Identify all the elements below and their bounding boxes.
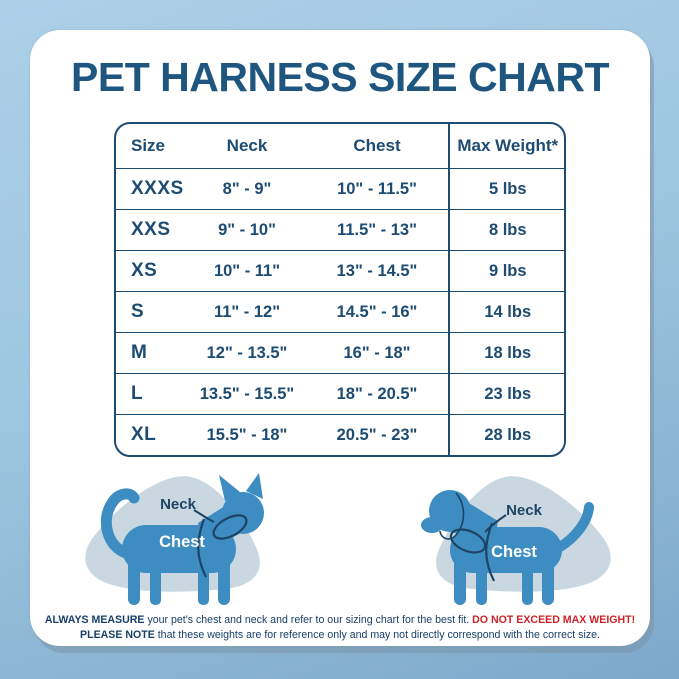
column-header-chest: Chest	[353, 136, 401, 155]
size-cell: XXS	[116, 209, 188, 250]
dog-ear-outline	[439, 492, 465, 540]
cat-neck-measure-loop	[212, 514, 248, 540]
neck-cell: 10" - 11"	[188, 250, 306, 291]
cat-illustration: Neck Chest	[85, 473, 264, 605]
footer-line-2: PLEASE NOTE that these weights are for r…	[30, 628, 650, 643]
neck-cell: 11" - 12"	[188, 291, 306, 332]
neck-cell: 13.5" - 15.5"	[188, 373, 306, 414]
max-weight-cell: 28 lbs	[448, 414, 564, 455]
measurement-figures: Neck Chest	[30, 457, 650, 611]
max-weight-cell: 14 lbs	[448, 291, 564, 332]
cat-neck-label: Neck	[160, 496, 197, 513]
size-cell: XS	[116, 250, 188, 291]
column-header-max-weight: Max Weight*	[448, 124, 564, 168]
chest-cell: 10" - 11.5"	[306, 168, 448, 209]
max-weight-cell: 5 lbs	[448, 168, 564, 209]
size-chart-card: PET HARNESS SIZE CHART Size Neck Chest M…	[30, 30, 650, 646]
column-header-size: Size	[131, 136, 166, 155]
footer-line-1: ALWAYS MEASURE your pet's chest and neck…	[30, 613, 650, 628]
chest-cell: 20.5" - 23"	[306, 414, 448, 455]
footer-note: ALWAYS MEASURE your pet's chest and neck…	[30, 613, 650, 643]
dog-neck-label: Neck	[506, 502, 543, 519]
chest-cell: 11.5" - 13"	[306, 209, 448, 250]
chest-cell: 14.5" - 16"	[306, 291, 448, 332]
dog-chest-label: Chest	[491, 543, 537, 561]
neck-cell: 9" - 10"	[188, 209, 306, 250]
chest-cell: 13" - 14.5"	[306, 250, 448, 291]
page-title: PET HARNESS SIZE CHART	[71, 54, 610, 100]
size-cell: XXXS	[116, 168, 188, 209]
cat-chest-measure-line	[197, 518, 207, 578]
always-measure-text: ALWAYS MEASURE	[44, 614, 145, 626]
size-table: Size Neck Chest Max Weight* XXXS 8" - 9"…	[114, 122, 566, 457]
cat-chest-label: Chest	[159, 533, 205, 551]
dog-neck-measure-loop	[449, 528, 487, 554]
cat-figure: Neck Chest	[64, 465, 306, 611]
dog-illustration: Neck Chest	[421, 476, 611, 605]
max-weight-warning-text: DO NOT EXCEED MAX WEIGHT!	[472, 614, 636, 626]
footer-line-1-text: your pet's chest and neck and refer to o…	[144, 614, 473, 626]
footer-line-2-text: that these weights are for reference onl…	[154, 629, 600, 641]
size-cell: XL	[116, 414, 188, 455]
neck-cell: 15.5" - 18"	[188, 414, 306, 455]
max-weight-cell: 9 lbs	[448, 250, 564, 291]
please-note-text: PLEASE NOTE	[80, 629, 155, 641]
neck-cell: 12" - 13.5"	[188, 332, 306, 373]
chest-cell: 16" - 18"	[306, 332, 448, 373]
max-weight-cell: 8 lbs	[448, 209, 564, 250]
chest-cell: 18" - 20.5"	[306, 373, 448, 414]
cat-body	[100, 473, 264, 605]
neck-cell: 8" - 9"	[188, 168, 306, 209]
column-header-neck: Neck	[226, 136, 268, 155]
dog-neck-pointer	[484, 514, 507, 533]
size-cell: L	[116, 373, 188, 414]
size-cell: S	[116, 291, 188, 332]
dog-figure: Neck Chest	[390, 465, 632, 611]
max-weight-cell: 23 lbs	[448, 373, 564, 414]
max-weight-cell: 18 lbs	[448, 332, 564, 373]
cat-neck-pointer	[193, 509, 215, 523]
size-cell: M	[116, 332, 188, 373]
